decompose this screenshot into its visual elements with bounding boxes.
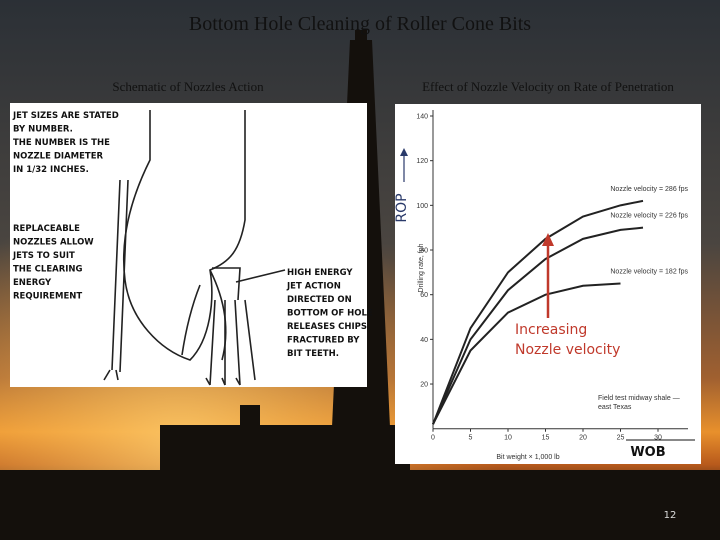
schematic-note: JET SIZES ARE STATED [12, 111, 119, 121]
schematic-note: REPLACEABLE [13, 224, 80, 234]
y-tick-label: 80 [420, 248, 428, 255]
y-tick-label: 60 [420, 292, 428, 299]
schematic-note: FRACTURED BY [287, 336, 360, 346]
y-tick-label: 100 [416, 203, 428, 210]
schematic-note: REQUIREMENT [13, 292, 82, 302]
y-tick-label: 120 [416, 158, 428, 165]
slide-title: Bottom Hole Cleaning of Roller Cone Bits [189, 13, 531, 35]
schematic-note: NOZZLES ALLOW [13, 238, 94, 248]
x-tag: WOB [630, 445, 665, 460]
schematic-note: BOTTOM OF HOLE [287, 309, 373, 319]
left-caption: Schematic of Nozzles Action [112, 79, 264, 94]
schematic-note: THE CLEARING [13, 265, 83, 275]
x-tick-label: 25 [617, 435, 625, 442]
y-tick-label: 140 [416, 114, 428, 121]
schematic-note: IN 1/32 INCHES. [13, 165, 89, 175]
annotation: Increasing [515, 322, 587, 338]
curve [432, 226, 644, 425]
x-tick-label: 5 [469, 435, 473, 442]
x-tick-label: 10 [504, 435, 512, 442]
x-tick-label: 30 [654, 435, 662, 442]
schematic-note: THE NUMBER IS THE [13, 138, 110, 148]
y-tick-label: 40 [420, 337, 428, 344]
series-label: Nozzle velocity = 182 fps [610, 269, 688, 276]
schematic-note: BY NUMBER. [13, 125, 73, 135]
schematic-note: JET ACTION [286, 282, 341, 292]
schematic-note: HIGH ENERGY [287, 268, 353, 278]
curve [432, 282, 621, 425]
y-tick-label: 20 [420, 382, 428, 389]
schematic-figure [10, 103, 367, 387]
schematic-note: BIT TEETH. [287, 349, 339, 359]
chart-note: Field test midway shale — [598, 395, 680, 402]
x-tick-label: 15 [542, 435, 550, 442]
figure-panel [10, 103, 367, 387]
schematic-note: NOZZLE DIAMETER [13, 152, 104, 162]
series-label: Nozzle velocity = 226 fps [610, 213, 688, 220]
series-label: Nozzle velocity = 286 fps [610, 186, 688, 193]
arrow-head [400, 148, 408, 156]
schematic-note: JETS TO SUIT [12, 251, 75, 261]
x-label: Bit weight × 1,000 lb [496, 454, 559, 461]
right-caption: Effect of Nozzle Velocity on Rate of Pen… [422, 79, 674, 94]
y-label: Drilling rate, fph [418, 243, 425, 292]
schematic-note: DIRECTED ON [287, 295, 352, 305]
schematic-note: ENERGY [13, 278, 52, 288]
y-tag: ROP [394, 193, 410, 222]
schematic-note: RELEASES CHIPS [287, 322, 367, 332]
chart-note: east Texas [598, 404, 632, 411]
arrow-head [542, 233, 554, 246]
page-number: 12 [664, 510, 677, 521]
bit-drawing [103, 110, 286, 386]
x-tick-label: 20 [579, 435, 587, 442]
x-tick-label: 0 [431, 435, 435, 442]
annotation: Nozzle velocity [515, 342, 620, 358]
